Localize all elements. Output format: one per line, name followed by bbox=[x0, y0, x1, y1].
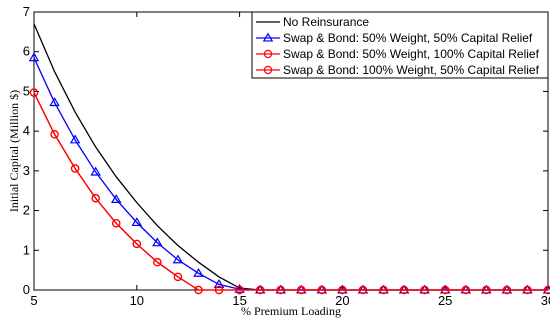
data-point bbox=[70, 164, 80, 173]
legend-label: Swap & Bond: 50% Weight, 100% Capital Re… bbox=[283, 47, 540, 61]
data-point bbox=[29, 88, 39, 97]
data-point bbox=[255, 285, 265, 295]
data-point bbox=[172, 254, 184, 264]
legend-marker bbox=[263, 65, 273, 75]
data-point bbox=[110, 194, 122, 203]
legend-entry: No Reinsurance bbox=[256, 15, 369, 29]
x-tick-label: 5 bbox=[30, 293, 37, 308]
data-point bbox=[213, 279, 225, 288]
legend-box bbox=[251, 11, 549, 79]
data-point bbox=[482, 285, 491, 295]
data-point bbox=[399, 285, 409, 295]
data-point bbox=[69, 134, 81, 144]
legend-entry: Swap & Bond: 50% Weight, 100% Capital Re… bbox=[256, 47, 540, 61]
data-point bbox=[132, 239, 141, 249]
series-layer bbox=[28, 23, 550, 295]
x-tick-label: 10 bbox=[130, 293, 144, 308]
data-point bbox=[173, 272, 183, 282]
data-point bbox=[50, 130, 59, 139]
data-point bbox=[461, 285, 470, 295]
series-4 bbox=[29, 88, 550, 295]
legend-label: Swap & Bond: 50% Weight, 50% Capital Rel… bbox=[283, 31, 533, 45]
y-tick-label: 0 bbox=[23, 282, 30, 297]
data-point bbox=[153, 258, 162, 267]
data-point bbox=[379, 285, 388, 295]
data-point bbox=[523, 285, 532, 295]
data-point bbox=[90, 166, 101, 176]
data-point bbox=[152, 237, 163, 247]
x-tick-label: 20 bbox=[335, 293, 349, 308]
data-point bbox=[28, 52, 40, 62]
data-point bbox=[112, 219, 121, 228]
x-tick-label: 25 bbox=[438, 293, 452, 308]
data-point bbox=[317, 285, 327, 295]
data-point bbox=[543, 285, 550, 295]
x-tick-label: 30 bbox=[541, 293, 550, 308]
data-point bbox=[338, 285, 347, 295]
data-point bbox=[502, 285, 512, 295]
y-tick-label: 6 bbox=[23, 44, 30, 59]
legend: No Reinsurance Swap & Bond: 50% Weight, 5… bbox=[251, 11, 549, 79]
data-point bbox=[358, 285, 368, 295]
data-point bbox=[235, 285, 244, 295]
data-point bbox=[276, 285, 285, 295]
x-axis-label: % Premium Loading bbox=[241, 304, 341, 318]
y-tick-label: 7 bbox=[23, 4, 30, 19]
legend-label: Swap & Bond: 100% Weight, 50% Capital Re… bbox=[283, 63, 540, 77]
y-tick-label: 2 bbox=[23, 203, 30, 218]
y-tick-label: 3 bbox=[23, 163, 30, 178]
data-point bbox=[214, 285, 224, 295]
x-tick-label: 15 bbox=[232, 293, 246, 308]
legend-marker bbox=[263, 49, 273, 59]
data-point bbox=[297, 285, 306, 295]
y-tick-label: 1 bbox=[23, 242, 30, 257]
y-tick-label: 5 bbox=[23, 83, 30, 98]
legend-entry: Swap & Bond: 100% Weight, 50% Capital Re… bbox=[256, 63, 540, 77]
data-point bbox=[441, 285, 450, 295]
data-point bbox=[194, 285, 203, 295]
data-point bbox=[49, 97, 60, 107]
y-tick-label: 4 bbox=[23, 123, 30, 138]
legend-entry: Swap & Bond: 50% Weight, 50% Capital Rel… bbox=[256, 31, 533, 45]
data-point bbox=[131, 217, 143, 227]
data-point bbox=[193, 267, 204, 277]
data-point bbox=[91, 194, 100, 203]
legend-label: No Reinsurance bbox=[283, 15, 369, 29]
legend-marker bbox=[262, 32, 274, 42]
data-point bbox=[420, 285, 429, 295]
data-point bbox=[234, 283, 245, 293]
y-axis-label: Initial Capital (Million $) bbox=[7, 90, 21, 212]
